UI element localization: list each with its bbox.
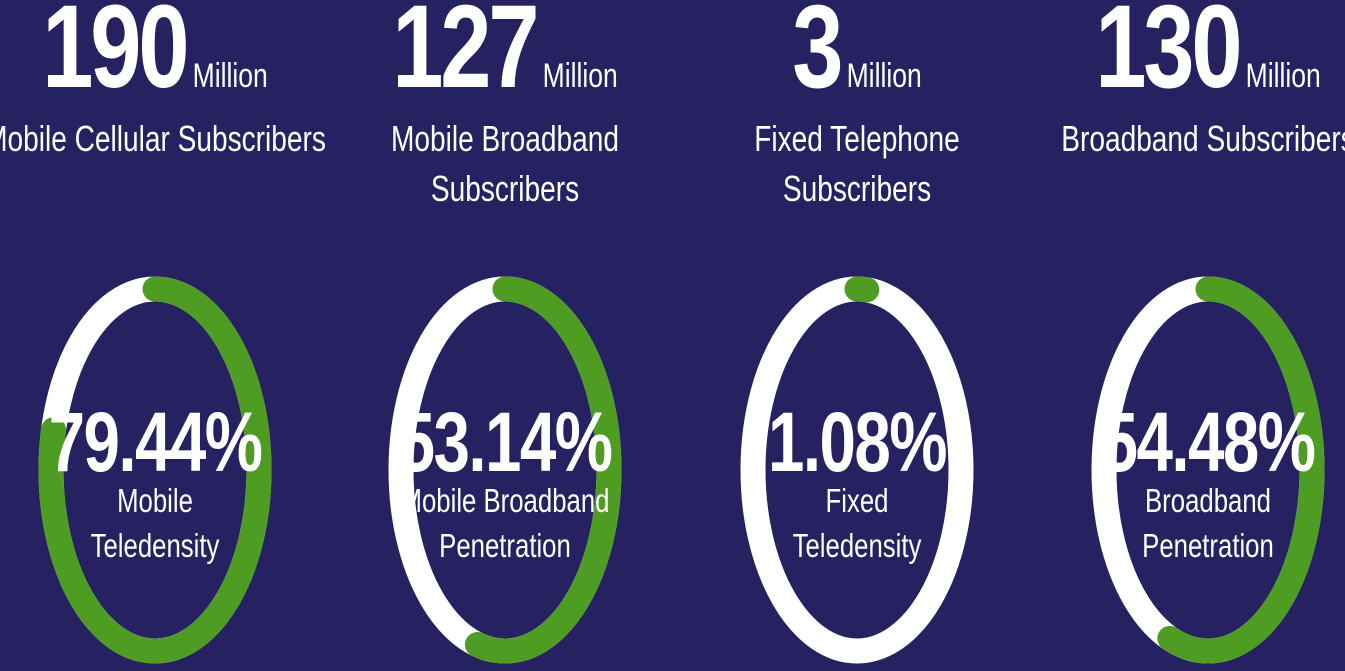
stat-value: 127 [392, 0, 539, 113]
gauge-value-label: 53.14% [398, 395, 613, 489]
gauge-label: Mobile Broadband Penetration [400, 482, 610, 564]
stat-value-row: 190 Million [0, 0, 334, 106]
gauge-arc [1091, 276, 1325, 664]
stat-value: 3 [792, 0, 843, 113]
stat-value: 130 [1095, 0, 1242, 113]
gauge-value-label: 54.48% [1101, 395, 1316, 489]
stat-label: Mobile Broadband Subscribers [391, 118, 619, 209]
stat-unit: Million [192, 57, 268, 95]
stat-unit: Million [1245, 57, 1321, 95]
gauge-label: Mobile Teledensity [90, 482, 220, 564]
gauge-value-label: 79.44% [48, 395, 263, 489]
stat-value-row: 3 Million [678, 0, 1037, 106]
gauge-label: Broadband Penetration [1142, 482, 1274, 564]
stat-label: Broadband Subscribers [1061, 118, 1345, 159]
gauge-label: Fixed Teledensity [792, 482, 922, 564]
stat-value: 190 [42, 0, 189, 113]
gauge-value-label: 1.08% [768, 395, 948, 489]
stat-value-row: 130 Million [1029, 0, 1345, 106]
stat-unit: Million [846, 57, 922, 95]
stat-label: Mobile Cellular Subscribers [0, 118, 326, 159]
gauge-arc [388, 276, 622, 664]
gauge-arc [38, 276, 272, 664]
stat-unit: Million [542, 57, 618, 95]
stat-value-row: 127 Million [326, 0, 685, 106]
stat-label: Fixed Telephone Subscribers [754, 118, 960, 209]
